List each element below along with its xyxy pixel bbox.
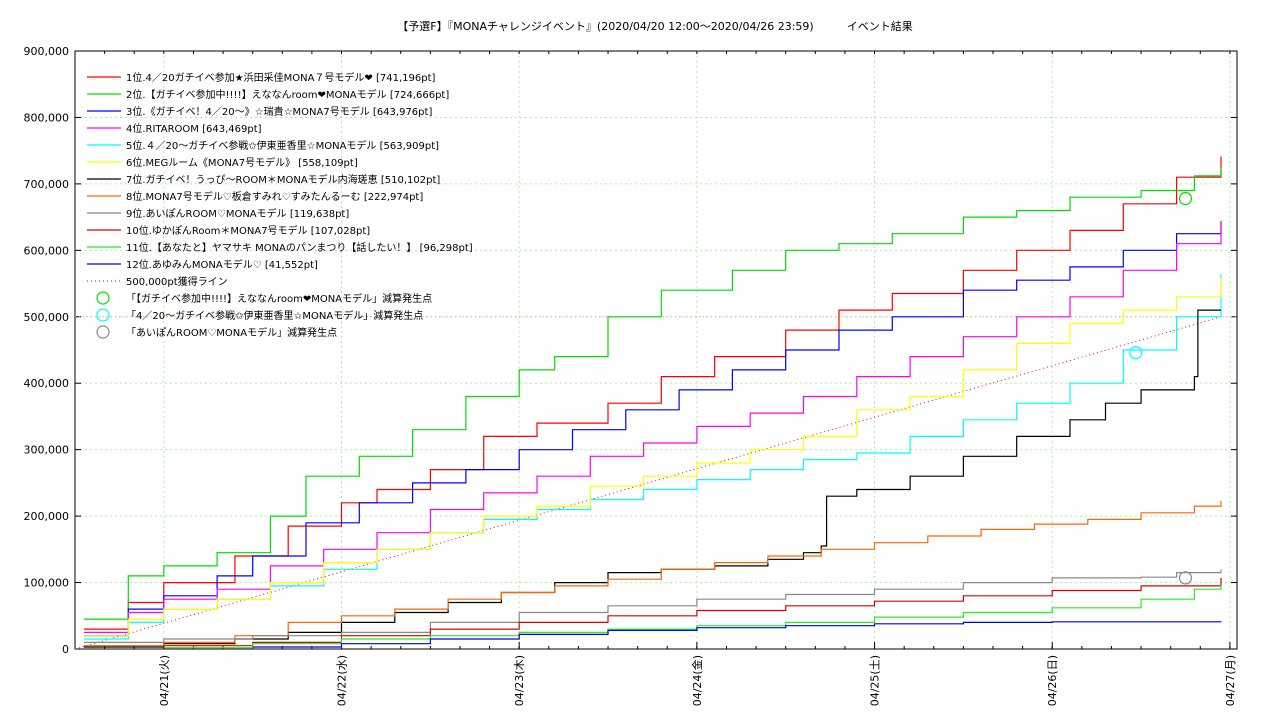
series-line-8 [83, 500, 1222, 647]
y-tick-label: 400,000 [24, 377, 70, 390]
chart-title: 【予選F】『MONAチャレンジイベント』(2020/04/20 12:00〜20… [397, 19, 912, 33]
y-tick-label: 300,000 [24, 444, 70, 457]
series-line-2 [83, 167, 1222, 620]
x-tick-label: 04/24(金) [690, 655, 704, 706]
legend-marker [96, 291, 110, 305]
series-line-12 [252, 621, 1222, 648]
x-tick-label: 04/22(水) [336, 655, 349, 706]
y-tick-label: 900,000 [24, 45, 70, 58]
y-tick-label: 200,000 [24, 510, 70, 523]
deduction-marker-3 [1178, 571, 1193, 585]
legend-label: 1位.4／20ガチイベ参加★浜田采佳MONA７号モデル❤ [741,196pt] [126, 71, 435, 84]
y-tick-label: 700,000 [24, 178, 70, 191]
x-tick-label: 04/21(火) [158, 655, 171, 706]
legend-label: 4位.RITAROOM [643,469pt] [126, 122, 262, 135]
series-line-6 [83, 278, 1222, 637]
legend-label: 8位.MONA7号モデル♡板倉すみれ♡すみたんるーむ [222,974pt] [126, 190, 423, 203]
plot-frame [74, 50, 1238, 650]
legend-label: 500,000pt獲得ライン [126, 275, 228, 288]
series-line-4 [83, 221, 1222, 633]
legend-label: 11位.【あなたと】ヤマサキ MONAのパンまつり【話したい！】 [96,298… [126, 241, 473, 254]
legend-label: 7位.ガチイベ！うっぴ〜ROOM＊MONAモデル内海瑳恵 [510,102pt] [126, 173, 440, 186]
deduction-marker-2 [1129, 346, 1143, 360]
legend-label: 「4／20〜ガチイベ参戦✩伊東亜香里☆MONAモデル」減算発生点 [126, 309, 423, 322]
legend: 1位.4／20ガチイベ参加★浜田采佳MONA７号モデル❤ [741,196pt]… [87, 71, 473, 339]
series-line-3 [83, 221, 1222, 637]
legend-label: 6位.MEGルーム《MONA7号モデル》 [558,109pt] [126, 156, 358, 169]
reference-line-500k [74, 316, 1222, 650]
y-axis: 0 100,000 200,000 300,000 400,000 500,000 600,… [24, 45, 1237, 656]
y-tick-label: 100,000 [24, 577, 70, 590]
series-group [83, 156, 1222, 649]
x-tick-label: 04/27(月) [1224, 655, 1237, 706]
deduction-marker-1 [1178, 191, 1193, 206]
legend-label: 「あいぽんROOM♡MONAモデル」減算発生点 [126, 326, 337, 339]
x-tick-label: 04/26(日) [1046, 655, 1059, 706]
legend-label: 3位.《ガチイベ！4／20〜》☆瑞貴☆MONA7号モデル [643,976pt] [126, 105, 432, 118]
legend-marker [96, 308, 110, 322]
legend-marker [96, 325, 110, 339]
legend-label: 5位.４／20〜ガチイベ参戦✩伊東亜香里☆MONAモデル [563,909pt] [126, 139, 439, 152]
y-tick-label: 800,000 [24, 111, 70, 124]
markers-group [1129, 191, 1193, 585]
legend-label: 9位.あいぽんROOM♡MONAモデル [119,638pt] [126, 207, 349, 220]
x-tick-label: 04/25(土) [869, 655, 882, 706]
legend-label: 10位.ゆかぽんRoom＊MONA7号モデル [107,028pt] [126, 224, 370, 237]
legend-label: 「【ガチイベ参加中!!!!】えななんroom❤MONAモデル」減算発生点 [126, 292, 432, 305]
legend-label: 2位.【ガチイベ参加中!!!!】えななんroom❤MONAモデル [724,66… [126, 88, 449, 101]
series-line-9 [83, 569, 1222, 643]
series-line-10 [163, 577, 1222, 647]
series-line-7 [83, 309, 1221, 648]
y-tick-label: 500,000 [24, 311, 70, 324]
x-axis: 04/21(火) 04/22(水) 04/23(木) 04/24(金) 04/25(土)… [74, 51, 1237, 706]
legend-label: 12位.あゆみんMONAモデル♡ [41,552pt] [126, 258, 318, 271]
y-tick-label: 0 [62, 643, 69, 656]
y-tick-label: 600,000 [24, 244, 70, 257]
x-tick-label: 04/23(木) [513, 655, 526, 706]
